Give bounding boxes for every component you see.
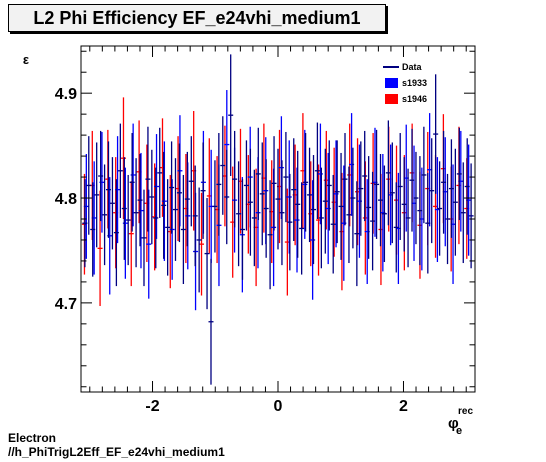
chart-title: L2 Phi Efficiency EF_e24vhi_medium1 <box>33 7 361 28</box>
axes-layer: -2 0 2 4.7 4.8 4.9 <box>55 46 475 415</box>
y-axis-label: ε <box>23 52 29 67</box>
chart-title-box: L2 Phi Efficiency EF_e24vhi_medium1 <box>8 4 386 32</box>
x-axis-label-superscript: rec <box>458 406 473 417</box>
y-tick-label: 4.9 <box>55 86 77 103</box>
legend-label-s1946: s1946 <box>402 94 427 104</box>
x-tick-label: 0 <box>274 398 283 415</box>
legend-swatch-s1933 <box>385 78 398 88</box>
x-axis-label: φ rec e <box>448 406 473 437</box>
legend-label-data: Data <box>402 62 423 72</box>
legend-swatch-s1946 <box>385 94 398 104</box>
legend-label-s1933: s1933 <box>402 78 427 88</box>
legend: Data s1933 s1946 <box>383 62 427 104</box>
x-axis-label-subscript: e <box>456 425 462 437</box>
footer-histogram-path: //h_PhiTrigL2Eff_EF_e24vhi_medium1 <box>8 445 225 459</box>
x-axis-label-main: φ <box>448 415 459 432</box>
x-tick-label: 2 <box>399 398 408 415</box>
series-layer <box>81 54 474 385</box>
footer-category: Electron <box>8 431 57 445</box>
y-tick-label: 4.7 <box>55 296 77 313</box>
series-data <box>82 54 474 385</box>
x-tick-label: -2 <box>145 398 159 415</box>
y-tick-label: 4.8 <box>55 191 77 208</box>
